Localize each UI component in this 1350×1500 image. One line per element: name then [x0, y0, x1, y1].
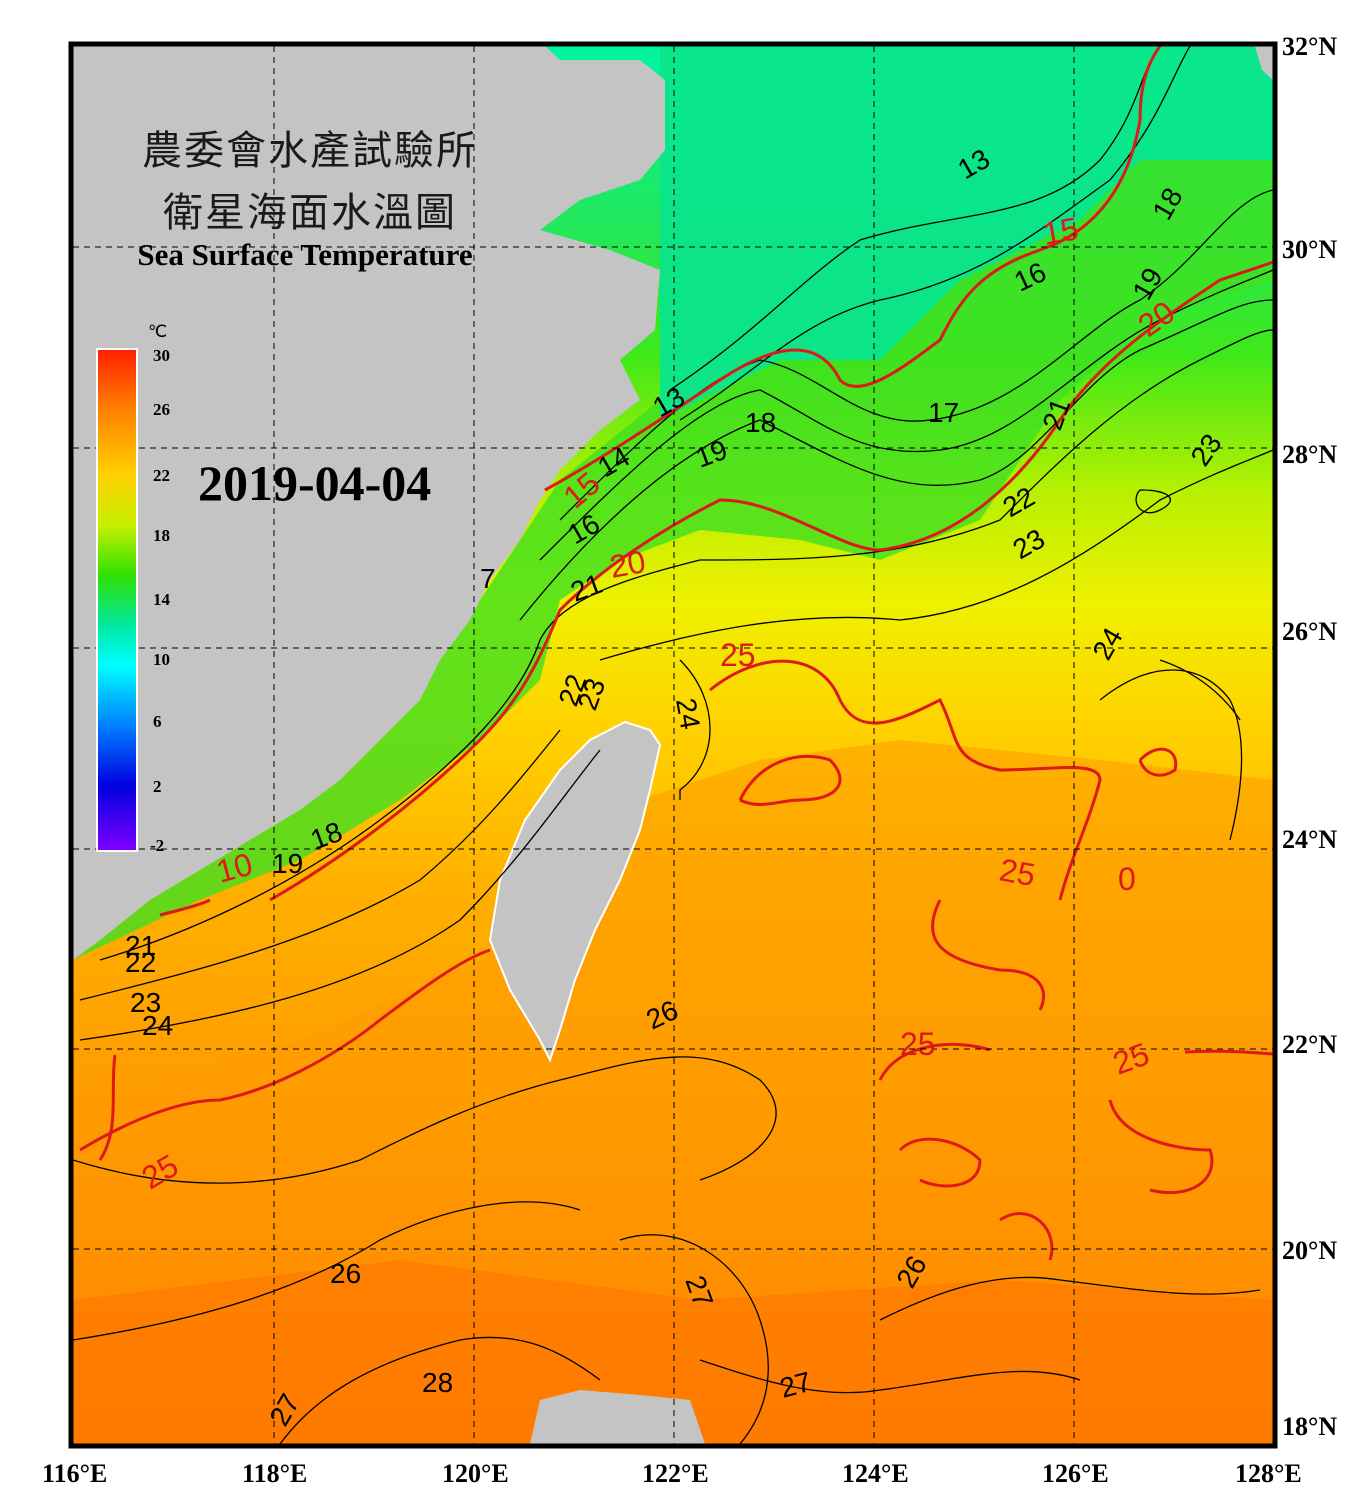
- contour-label: 17: [928, 397, 959, 428]
- y-tick-label: 24°N: [1282, 825, 1337, 854]
- x-tick-label: 128°E: [1235, 1459, 1302, 1488]
- red-contour-labels: 15 15 20 20 10 25 25 25 25 25 0: [136, 210, 1182, 1196]
- colorbar-tick: 26: [153, 400, 170, 419]
- x-tick-label: 120°E: [442, 1459, 509, 1488]
- colorbar-frame: [96, 348, 138, 852]
- y-tick-label: 30°N: [1282, 235, 1337, 264]
- lat-lon-grid: [73, 46, 1273, 1444]
- y-tick-label: 32°N: [1282, 32, 1337, 61]
- contour-label: 23: [130, 987, 161, 1018]
- x-tick-label: 124°E: [842, 1459, 909, 1488]
- y-tick-label: 26°N: [1282, 617, 1337, 646]
- contour-label-red: 25: [997, 851, 1038, 893]
- land-masses: [73, 46, 1273, 1444]
- y-tick-label: 28°N: [1282, 440, 1337, 469]
- contour-label-red: 20: [607, 543, 648, 585]
- colorbar-tick: 22: [153, 466, 170, 485]
- title-chinese-line1: 農委會水產試驗所: [142, 128, 478, 174]
- contour-label: 7: [480, 563, 496, 594]
- colorbar-tick: -2: [150, 836, 165, 855]
- contour-label: 24: [670, 696, 706, 732]
- contour-label-red: 0: [1118, 861, 1136, 897]
- y-axis-labels: 32°N 30°N 28°N 26°N 24°N 22°N 20°N 18°N: [1282, 32, 1337, 1441]
- contour-label-red: 25: [720, 637, 756, 673]
- map-date: 2019-04-04: [198, 455, 432, 511]
- colorbar-unit: ℃: [148, 322, 168, 341]
- colorbar-tick: 10: [153, 650, 170, 669]
- contour-label: 21: [125, 930, 156, 961]
- x-axis-labels: 116°E 118°E 120°E 122°E 124°E 126°E 128°…: [42, 1459, 1302, 1488]
- colorbar-tick: 30: [153, 346, 170, 365]
- black-isotherms: [73, 46, 1273, 1444]
- colorbar-tick: 6: [153, 712, 162, 731]
- contour-label-red: 15: [1040, 210, 1081, 252]
- red-isotherms: [79, 46, 1273, 1261]
- contour-label: 19: [272, 848, 303, 879]
- y-tick-label: 20°N: [1282, 1236, 1337, 1265]
- taiwan-island: [488, 720, 662, 1063]
- colorbar-gradient: [96, 348, 138, 852]
- contour-label: 26: [330, 1258, 361, 1289]
- kyushu-coast: [1255, 46, 1273, 80]
- china-mainland: [73, 46, 665, 960]
- contour-label: 22: [125, 947, 156, 978]
- colorbar-tick: 14: [153, 590, 170, 609]
- x-tick-label: 118°E: [242, 1459, 307, 1488]
- map-frame: [68, 41, 1278, 1449]
- y-tick-label: 18°N: [1282, 1412, 1337, 1441]
- x-tick-label: 126°E: [1042, 1459, 1109, 1488]
- contour-label: 24: [142, 1010, 173, 1041]
- title-chinese-line2: 衛星海面水溫圖: [163, 190, 457, 236]
- contour-label: 28: [422, 1367, 453, 1398]
- y-tick-label: 22°N: [1282, 1030, 1337, 1059]
- x-tick-label: 122°E: [642, 1459, 709, 1488]
- x-tick-label: 116°E: [42, 1459, 107, 1488]
- title-english: Sea Surface Temperature: [137, 237, 473, 272]
- colorbar-tick: 2: [153, 777, 162, 796]
- luzon-island: [530, 1390, 705, 1444]
- colorbar-tick: 18: [153, 526, 170, 545]
- contour-label: 18: [745, 407, 776, 438]
- contour-label-red: 25: [900, 1026, 936, 1062]
